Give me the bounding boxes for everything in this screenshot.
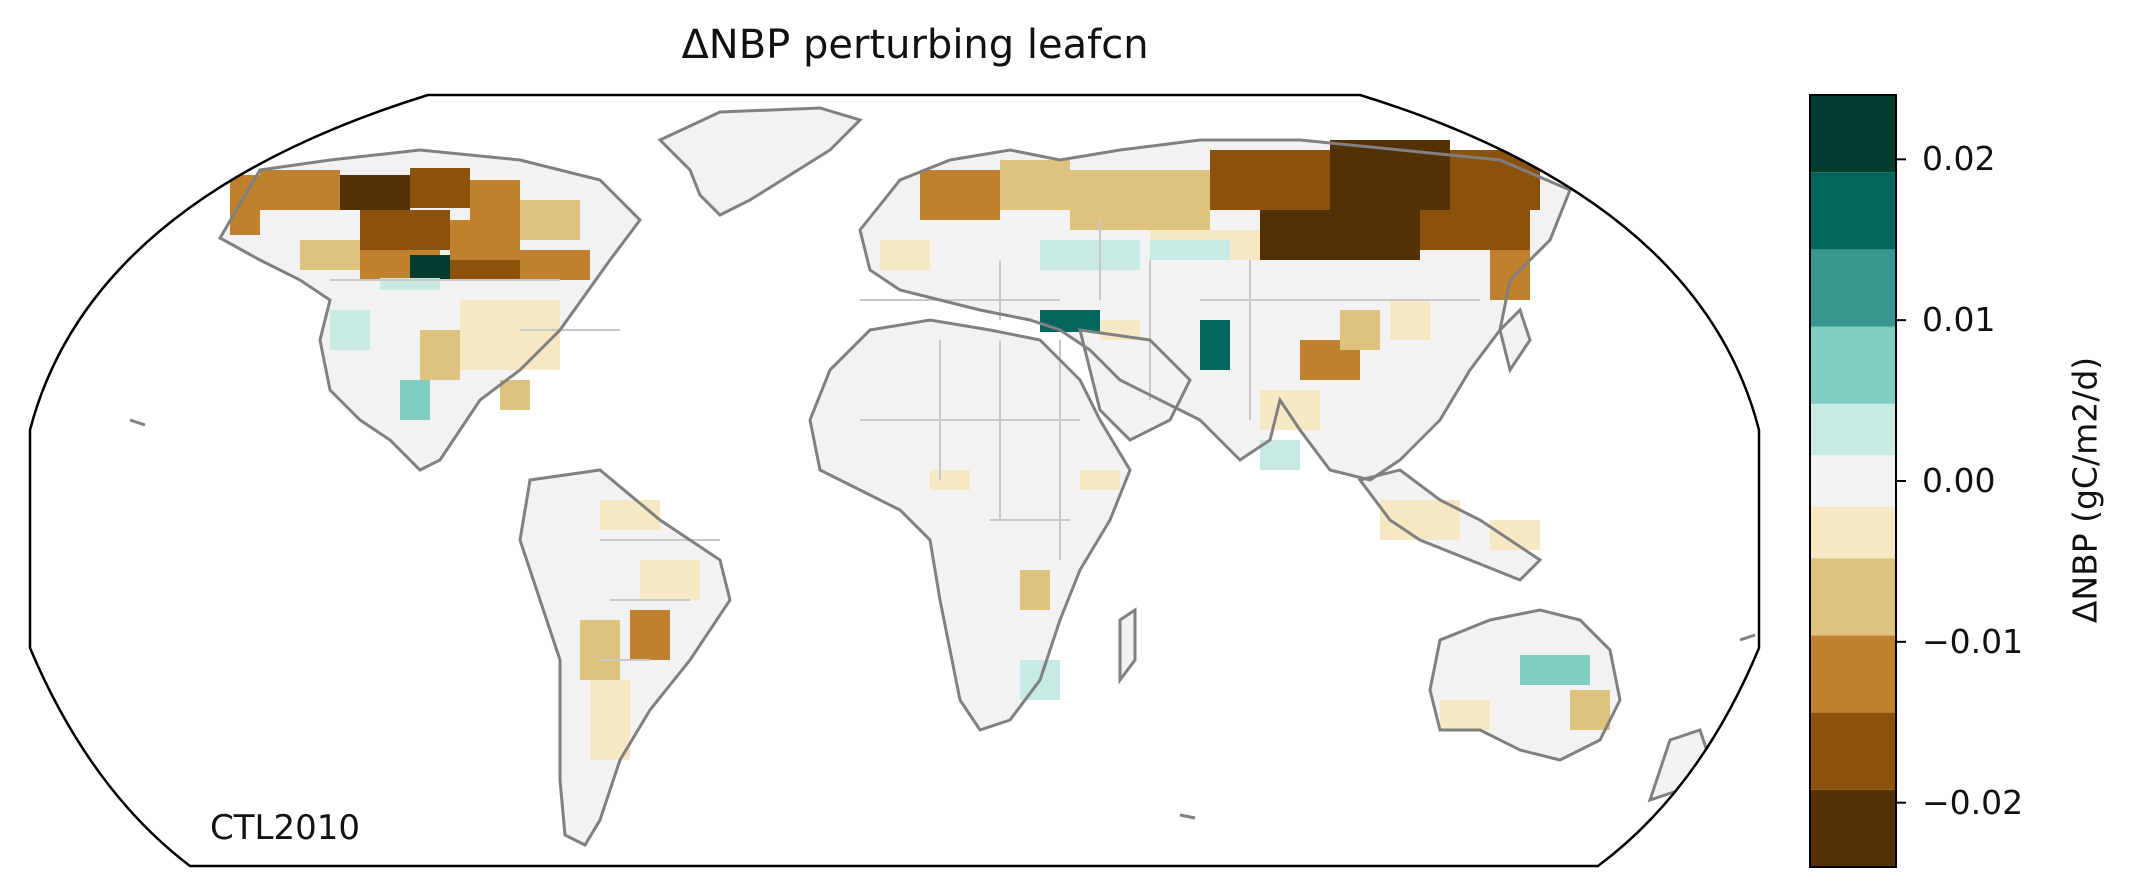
cell	[520, 200, 580, 240]
cell	[1570, 690, 1610, 730]
colorbar-bin	[1810, 249, 1896, 327]
cell	[1000, 160, 1070, 210]
coast-greenland	[657, 106, 863, 217]
colorbar-bin	[1810, 789, 1896, 867]
cell	[1390, 300, 1430, 340]
cell	[580, 620, 620, 680]
map-frame	[28, 93, 1761, 868]
cell	[1340, 310, 1380, 350]
cell	[300, 240, 360, 270]
map	[28, 93, 1761, 868]
cell	[260, 170, 340, 210]
coast-eurasia	[858, 138, 1572, 482]
madagascar-land	[1120, 610, 1135, 680]
map-layers	[129, 106, 1756, 847]
coastlines	[129, 106, 1756, 847]
colorbar-bin	[1810, 95, 1896, 173]
data-cells	[230, 140, 1610, 760]
cell	[1520, 655, 1590, 685]
cell	[880, 240, 930, 270]
greenland-land	[660, 108, 860, 215]
colorbar-label: ΔNBP (gC/m2/d)	[2065, 356, 2105, 624]
cell	[1260, 390, 1320, 430]
colorbar-bin	[1810, 712, 1896, 790]
coast-southeast-asia	[1357, 468, 1543, 582]
cell	[420, 330, 460, 380]
cell	[400, 380, 430, 420]
cell	[500, 380, 530, 410]
map-title: ΔNBP perturbing leafcn	[681, 22, 1149, 68]
cell	[330, 310, 370, 350]
colorbar-bin	[1810, 635, 1896, 713]
colorbar-tick-label: −0.01	[1922, 621, 2024, 661]
cell	[1020, 570, 1050, 610]
cell	[1260, 440, 1300, 470]
cell	[1040, 240, 1140, 270]
colorbar-ticks	[1896, 158, 1906, 804]
cell	[460, 300, 560, 370]
cell	[470, 180, 520, 220]
coast-south-america	[518, 468, 732, 847]
cell	[590, 680, 630, 760]
africa-land	[810, 320, 1130, 730]
arabia-land	[1080, 330, 1190, 440]
cell	[520, 250, 590, 280]
cell	[920, 170, 1000, 220]
cell	[1080, 470, 1120, 490]
colorbar-bin	[1810, 558, 1896, 636]
colorbar-bin	[1810, 455, 1896, 507]
cell	[600, 500, 660, 530]
colorbar-tick-label: 0.00	[1922, 461, 1996, 500]
cell	[410, 255, 450, 280]
coast-north-america	[217, 148, 642, 472]
colorbar-tick-label: 0.01	[1922, 300, 1996, 340]
coast-japan	[1498, 307, 1532, 374]
cell	[1420, 210, 1530, 250]
colorbar	[1809, 94, 1906, 868]
colorbar-bin	[1810, 506, 1896, 559]
cell	[1490, 520, 1540, 550]
cell	[630, 610, 670, 660]
cell	[1260, 210, 1420, 260]
cell	[440, 260, 520, 280]
panel-label: CTL2010	[210, 808, 360, 848]
cell	[930, 470, 970, 490]
colorbar-tick-label: −0.02	[1922, 782, 2024, 822]
coast-arabia	[1078, 328, 1192, 442]
cell	[1150, 240, 1230, 260]
cell	[450, 220, 520, 260]
cell	[1070, 170, 1210, 230]
cell	[1200, 320, 1230, 370]
coast-madagascar	[1118, 607, 1137, 685]
colorbar-bin	[1810, 326, 1896, 404]
new-zealand-land	[1650, 730, 1710, 800]
border-line	[330, 220, 1480, 661]
cell	[640, 560, 700, 600]
colorbar-bins	[1810, 95, 1896, 867]
coast-islands	[129, 418, 1756, 820]
cell	[230, 175, 260, 235]
colorbar-bin	[1810, 403, 1896, 456]
cell	[1440, 700, 1490, 730]
cell	[1040, 310, 1100, 332]
coast-africa	[808, 318, 1132, 732]
colorbar-bin	[1810, 172, 1896, 250]
coast-australia	[1428, 608, 1622, 762]
cell	[1380, 500, 1460, 540]
cell	[360, 210, 450, 250]
cell	[340, 175, 410, 210]
cell	[1210, 150, 1330, 210]
colorbar-tick-label: 0.02	[1922, 139, 1996, 179]
cell	[410, 168, 470, 208]
country-borders	[330, 220, 1480, 661]
cell	[1490, 250, 1530, 300]
